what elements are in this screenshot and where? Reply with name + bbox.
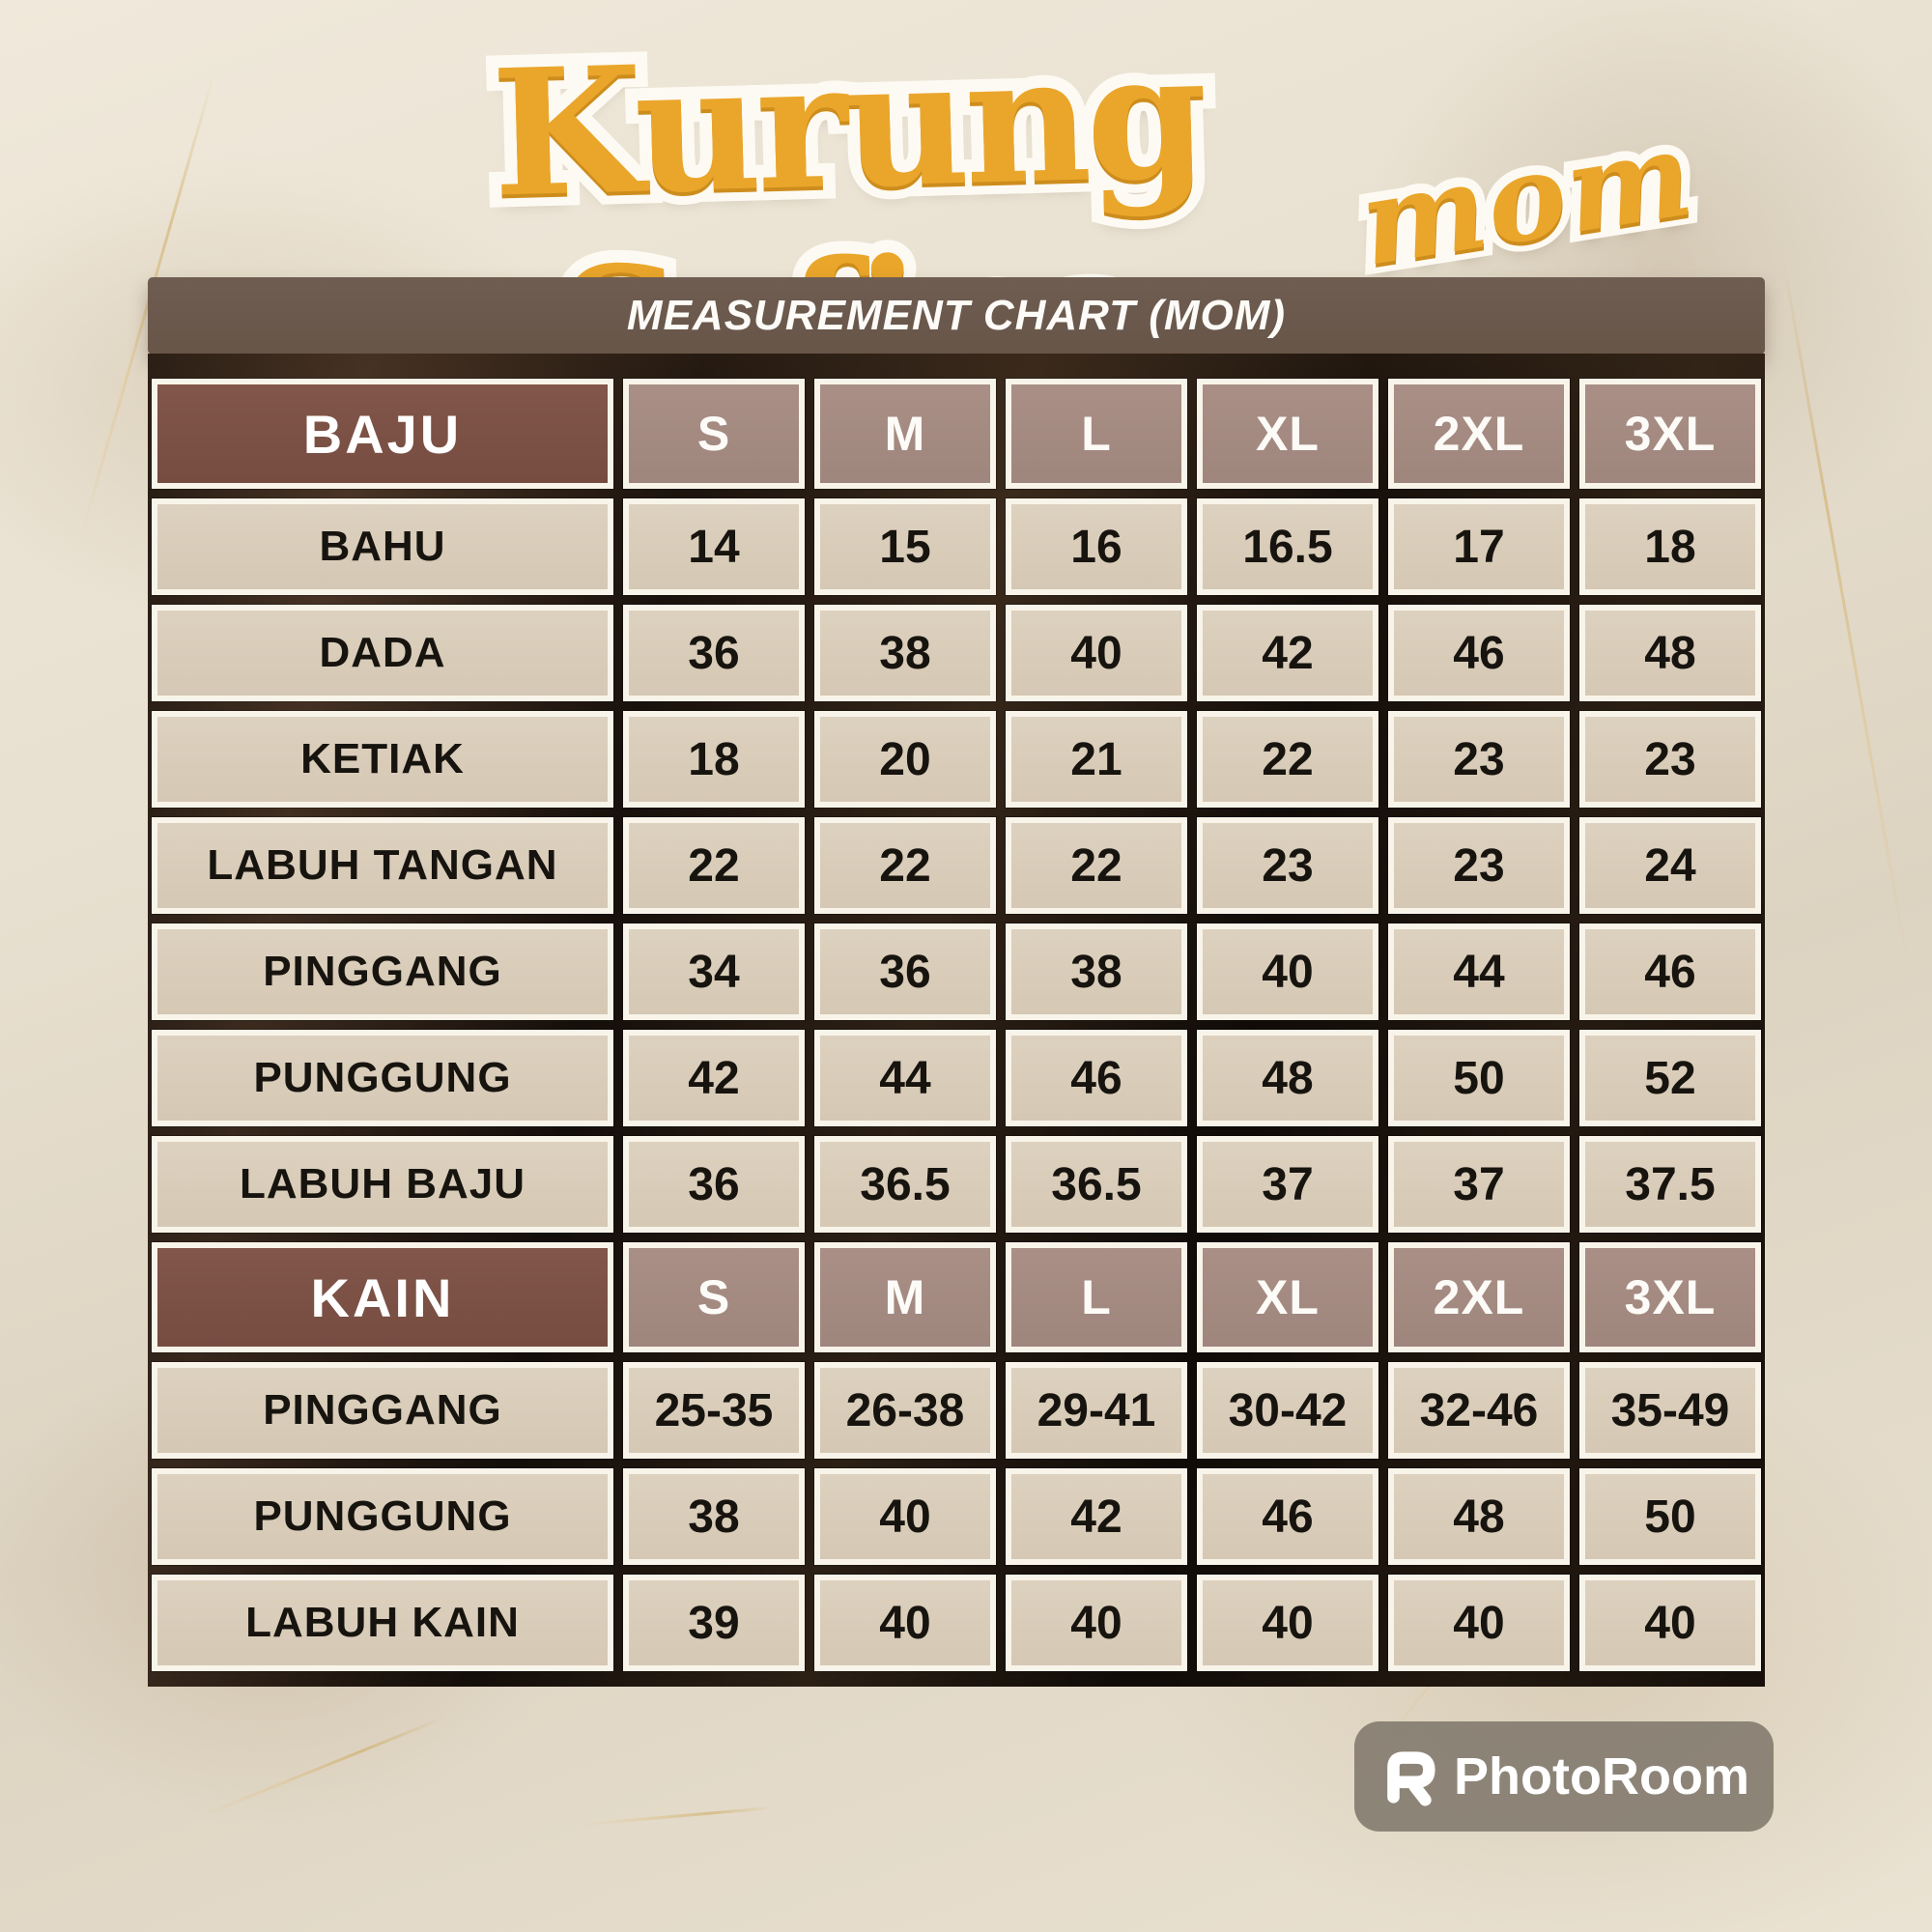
table-cell: 14 [623, 498, 805, 595]
photoroom-label: PhotoRoom [1454, 1747, 1749, 1805]
table-cell: 22 [1197, 711, 1378, 808]
table-cell: 38 [1006, 923, 1187, 1020]
table-cell: 26-38 [814, 1362, 996, 1459]
table-cell: 36 [623, 1136, 805, 1233]
row-label: LABUH BAJU [152, 1136, 613, 1233]
table-cell: 15 [814, 498, 996, 595]
table-cell: 25-35 [623, 1362, 805, 1459]
table-cell: 40 [814, 1575, 996, 1671]
table-cell: 44 [1388, 923, 1570, 1020]
photoroom-watermark: PhotoRoom [1354, 1721, 1774, 1832]
size-header: S [623, 379, 805, 489]
table-cell: 29-41 [1006, 1362, 1187, 1459]
table-cell: 22 [814, 817, 996, 914]
table-cell: 22 [1006, 817, 1187, 914]
table-cell: 22 [623, 817, 805, 914]
table-cell: 23 [1388, 817, 1570, 914]
measurement-table: BAJU S M L XL 2XL 3XL BAHU 14 15 16 16.5… [148, 379, 1765, 1671]
table-cell: 36.5 [1006, 1136, 1187, 1233]
table-cell: 32-46 [1388, 1362, 1570, 1459]
measurement-chart-banner: MEASUREMENT CHART (MOM) [148, 277, 1765, 355]
table-cell: 16.5 [1197, 498, 1378, 595]
row-label: PUNGGUNG [152, 1468, 613, 1565]
size-header: L [1006, 379, 1187, 489]
table-cell: 46 [1579, 923, 1761, 1020]
section-header-kain: KAIN [152, 1242, 613, 1352]
table-cell: 50 [1579, 1468, 1761, 1565]
row-label: PUNGGUNG [152, 1030, 613, 1126]
table-cell: 38 [814, 605, 996, 701]
table-cell: 52 [1579, 1030, 1761, 1126]
table-cell: 42 [1197, 605, 1378, 701]
table-cell: 50 [1388, 1030, 1570, 1126]
size-header: 2XL [1388, 379, 1570, 489]
table-cell: 40 [1197, 1575, 1378, 1671]
row-label: PINGGANG [152, 923, 613, 1020]
table-cell: 44 [814, 1030, 996, 1126]
table-cell: 38 [623, 1468, 805, 1565]
table-cell: 35-49 [1579, 1362, 1761, 1459]
size-header: 2XL [1388, 1242, 1570, 1352]
table-cell: 18 [1579, 498, 1761, 595]
table-cell: 42 [1006, 1468, 1187, 1565]
size-header: S [623, 1242, 805, 1352]
table-cell: 20 [814, 711, 996, 808]
photoroom-logo-icon [1387, 1751, 1435, 1806]
table-cell: 18 [623, 711, 805, 808]
size-header: 3XL [1579, 1242, 1761, 1352]
table-cell: 37 [1388, 1136, 1570, 1233]
section-header-baju: BAJU [152, 379, 613, 489]
table-cell: 40 [1197, 923, 1378, 1020]
table-cell: 40 [1579, 1575, 1761, 1671]
row-label: DADA [152, 605, 613, 701]
row-label: LABUH KAIN [152, 1575, 613, 1671]
size-header: 3XL [1579, 379, 1761, 489]
table-cell: 46 [1388, 605, 1570, 701]
table-cell: 16 [1006, 498, 1187, 595]
table-cell: 42 [623, 1030, 805, 1126]
table-cell: 48 [1388, 1468, 1570, 1565]
table-cell: 37.5 [1579, 1136, 1761, 1233]
table-cell: 40 [1006, 1575, 1187, 1671]
table-cell: 48 [1197, 1030, 1378, 1126]
table-cell: 24 [1579, 817, 1761, 914]
table-cell: 37 [1197, 1136, 1378, 1233]
table-cell: 48 [1579, 605, 1761, 701]
table-cell: 23 [1579, 711, 1761, 808]
table-cell: 30-42 [1197, 1362, 1378, 1459]
table-cell: 40 [814, 1468, 996, 1565]
table-cell: 40 [1006, 605, 1187, 701]
table-cell: 23 [1388, 711, 1570, 808]
row-label: BAHU [152, 498, 613, 595]
row-label: LABUH TANGAN [152, 817, 613, 914]
size-header: M [814, 379, 996, 489]
size-header: M [814, 1242, 996, 1352]
table-cell: 36.5 [814, 1136, 996, 1233]
row-label: KETIAK [152, 711, 613, 808]
size-header: L [1006, 1242, 1187, 1352]
size-header: XL [1197, 379, 1378, 489]
table-cell: 36 [623, 605, 805, 701]
table-cell: 46 [1197, 1468, 1378, 1565]
table-cell: 46 [1006, 1030, 1187, 1126]
banner-text: MEASUREMENT CHART (MOM) [626, 292, 1287, 339]
table-cell: 21 [1006, 711, 1187, 808]
table-cell: 23 [1197, 817, 1378, 914]
table-cell: 39 [623, 1575, 805, 1671]
table-cell: 36 [814, 923, 996, 1020]
size-header: XL [1197, 1242, 1378, 1352]
row-label: PINGGANG [152, 1362, 613, 1459]
table-cell: 40 [1388, 1575, 1570, 1671]
table-cell: 34 [623, 923, 805, 1020]
table-cell: 17 [1388, 498, 1570, 595]
